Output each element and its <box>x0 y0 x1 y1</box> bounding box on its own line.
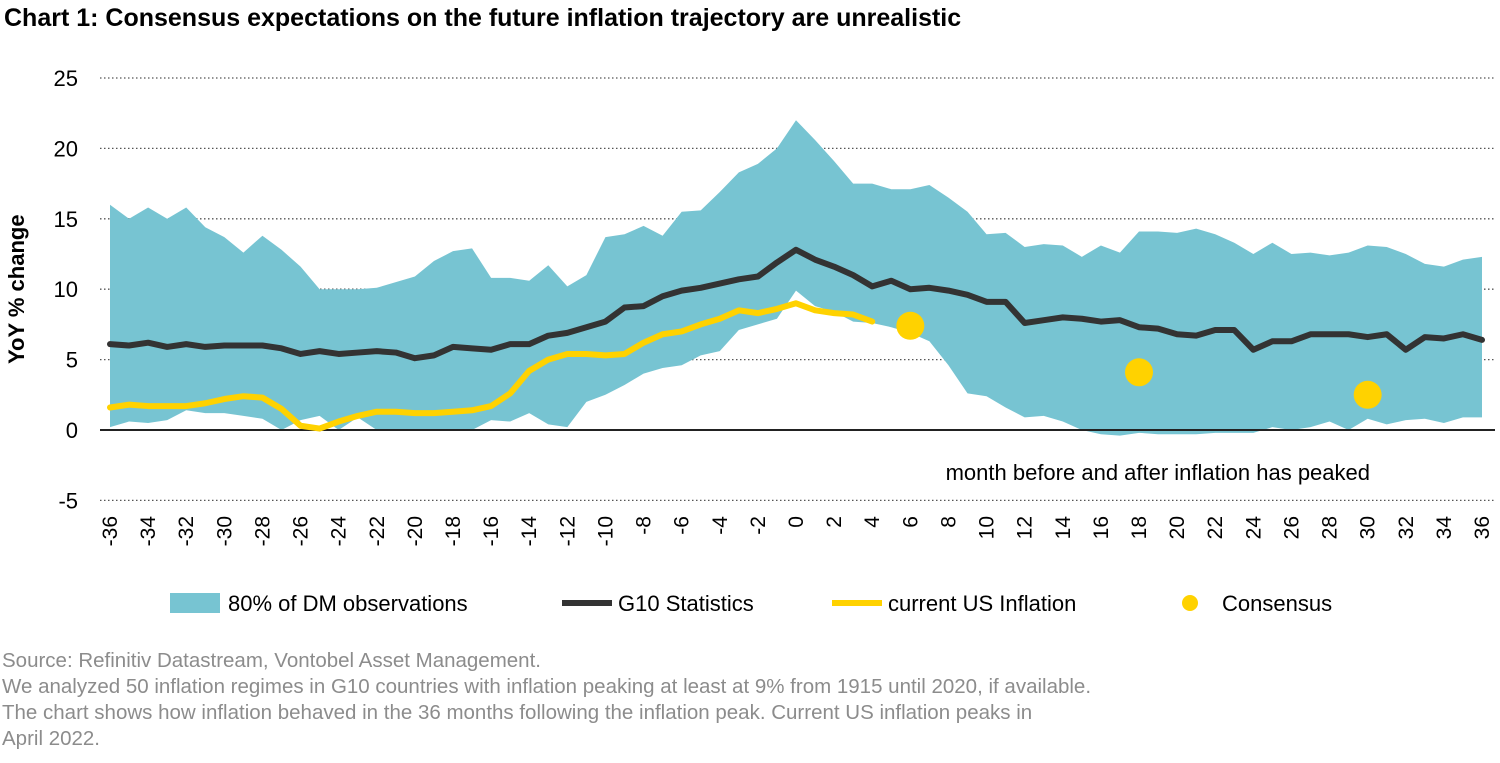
x-tick-label: 20 <box>1166 516 1189 539</box>
y-tick-label: 0 <box>66 418 78 443</box>
y-tick-label: 15 <box>54 207 78 232</box>
x-tick-label: 14 <box>1052 516 1075 540</box>
x-tick-label: 30 <box>1357 516 1380 539</box>
x-tick-label: -24 <box>328 516 351 547</box>
x-tick-label: 24 <box>1242 516 1265 540</box>
x-tick-label: 26 <box>1280 516 1303 539</box>
consensus-point <box>896 311 925 340</box>
source-notes: Source: Refinitiv Datastream, Vontobel A… <box>2 648 1091 752</box>
x-axis-label: month before and after inflation has pea… <box>946 460 1370 485</box>
x-tick-label: -22 <box>366 516 389 546</box>
x-tick-label: -36 <box>99 516 122 546</box>
x-tick-label: 32 <box>1395 516 1418 539</box>
y-tick-label: 5 <box>66 348 78 373</box>
legend-swatch-band <box>170 593 220 613</box>
note-line: April 2022. <box>2 727 101 750</box>
series-line-0 <box>107 246 1485 362</box>
series-line-1 <box>107 300 876 432</box>
x-tick-label: 36 <box>1471 516 1494 539</box>
chart-title: Chart 1: Consensus expectations on the f… <box>4 4 962 32</box>
legend-label: Consensus <box>1222 591 1332 616</box>
x-tick-label: -28 <box>251 516 274 546</box>
legend-label: 80% of DM observations <box>228 591 468 616</box>
x-tick-label: -30 <box>213 516 236 546</box>
consensus-point <box>1125 358 1153 387</box>
x-tick-label: -12 <box>556 516 579 546</box>
note-line: Source: Refinitiv Datastream, Vontobel A… <box>2 649 541 672</box>
x-tick-label: 0 <box>785 516 808 528</box>
x-tick-label: -32 <box>175 516 198 546</box>
x-tick-label: -20 <box>404 516 427 546</box>
x-tick-label: -4 <box>709 516 732 535</box>
x-tick-label: 12 <box>1014 516 1037 539</box>
consensus-point <box>1353 380 1382 409</box>
x-tick-label: -8 <box>633 516 656 535</box>
y-tick-label: 10 <box>54 277 78 302</box>
x-tick-label: 22 <box>1204 516 1227 539</box>
x-tick-label: -16 <box>480 516 503 546</box>
x-tick-label: -34 <box>137 516 160 547</box>
legend-label: G10 Statistics <box>618 591 754 616</box>
x-tick-label: -14 <box>518 516 541 547</box>
x-tick-label: 16 <box>1090 516 1113 539</box>
x-tick-label: -10 <box>594 516 617 546</box>
y-axis-label: YoY % change <box>4 214 29 364</box>
x-tick-label: 34 <box>1433 516 1456 540</box>
legend-swatch-point <box>1182 595 1198 611</box>
y-tick-label: -5 <box>58 488 78 513</box>
x-tick-label: 28 <box>1319 516 1342 539</box>
y-tick-label: 25 <box>54 66 78 91</box>
x-tick-label: 10 <box>976 516 999 539</box>
x-tick-label: -18 <box>442 516 465 546</box>
x-tick-label: -26 <box>290 516 313 546</box>
legend-label: current US Inflation <box>888 591 1076 616</box>
x-tick-label: 8 <box>937 516 960 528</box>
y-tick-label: 20 <box>54 136 78 161</box>
x-tick-label: 6 <box>899 516 922 528</box>
x-tick-label: -6 <box>671 516 694 535</box>
x-tick-label: 18 <box>1128 516 1151 539</box>
x-tick-label: -2 <box>747 516 770 535</box>
note-line: We analyzed 50 inflation regimes in G10 … <box>2 675 1092 698</box>
band-area <box>110 120 1482 436</box>
note-line: The chart shows how inflation behaved in… <box>2 701 1033 724</box>
x-tick-label: 4 <box>861 516 884 528</box>
x-tick-label: 2 <box>823 516 846 528</box>
